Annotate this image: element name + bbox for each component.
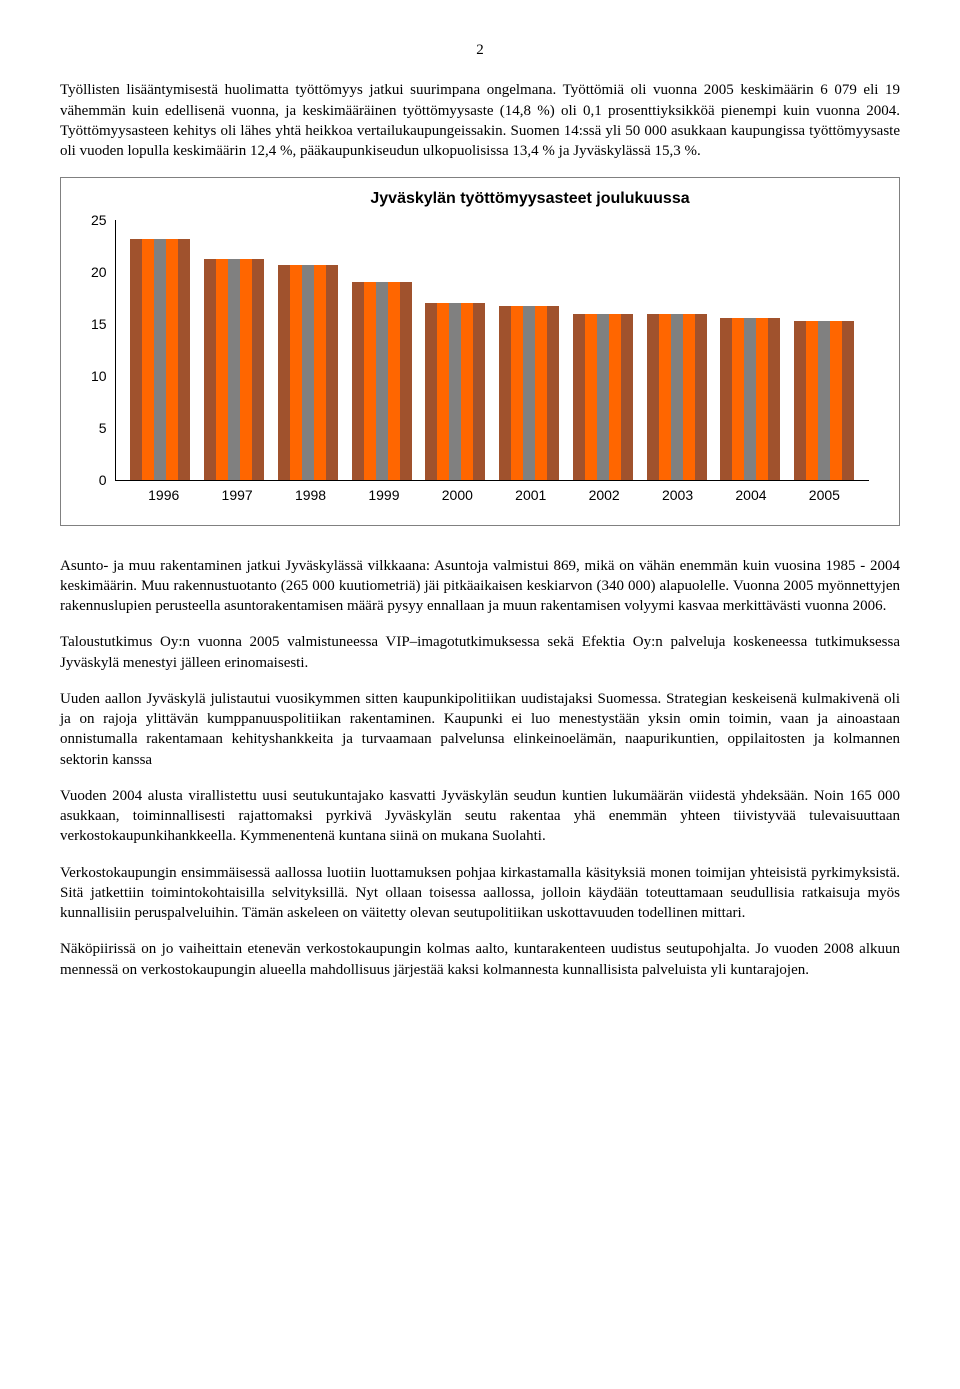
bar-slot (492, 220, 566, 480)
bar-slot (640, 220, 714, 480)
x-tick: 1998 (274, 486, 347, 505)
x-tick: 2005 (788, 486, 861, 505)
bar (425, 303, 485, 480)
x-tick: 2004 (714, 486, 787, 505)
bar (573, 314, 633, 479)
x-tick: 1997 (200, 486, 273, 505)
x-tick: 1996 (127, 486, 200, 505)
bar (499, 306, 559, 480)
bar (278, 265, 338, 480)
page-number: 2 (60, 40, 900, 60)
bar (794, 321, 854, 480)
body-paragraph: Uuden aallon Jyväskylä julistautui vuosi… (60, 689, 900, 770)
chart-container: Jyväskylän työttömyysasteet joulukuussa … (60, 177, 900, 525)
bar-slot (124, 220, 198, 480)
body-paragraph: Taloustutkimus Oy:n vuonna 2005 valmistu… (60, 632, 900, 673)
bar (130, 239, 190, 480)
bar-slot (197, 220, 271, 480)
body-paragraph: Vuoden 2004 alusta virallistettu uusi se… (60, 786, 900, 847)
y-axis: 2520151050 (91, 220, 115, 480)
bar (647, 314, 707, 479)
x-tick: 2002 (567, 486, 640, 505)
body-paragraph: Näköpiirissä on jo vaiheittain etenevän … (60, 939, 900, 980)
bar-slot (787, 220, 861, 480)
body-paragraph: Verkostokaupungin ensimmäisessä aallossa… (60, 863, 900, 924)
body-paragraph: Työllisten lisääntymisestä huolimatta ty… (60, 80, 900, 161)
x-tick: 1999 (347, 486, 420, 505)
bar (720, 318, 780, 480)
x-tick: 2000 (421, 486, 494, 505)
bar-slot (271, 220, 345, 480)
bar-slot (419, 220, 493, 480)
plot-area (115, 220, 869, 481)
bar (352, 282, 412, 480)
bar-slot (714, 220, 788, 480)
x-tick: 2001 (494, 486, 567, 505)
bar (204, 259, 264, 479)
bar-slot (566, 220, 640, 480)
x-tick: 2003 (641, 486, 714, 505)
chart-area: 2520151050 (91, 220, 869, 480)
chart-title: Jyväskylän työttömyysasteet joulukuussa (191, 188, 869, 210)
body-paragraph: Asunto- ja muu rakentaminen jatkui Jyväs… (60, 556, 900, 617)
x-axis: 1996199719981999200020012002200320042005 (119, 480, 869, 505)
bar-slot (345, 220, 419, 480)
